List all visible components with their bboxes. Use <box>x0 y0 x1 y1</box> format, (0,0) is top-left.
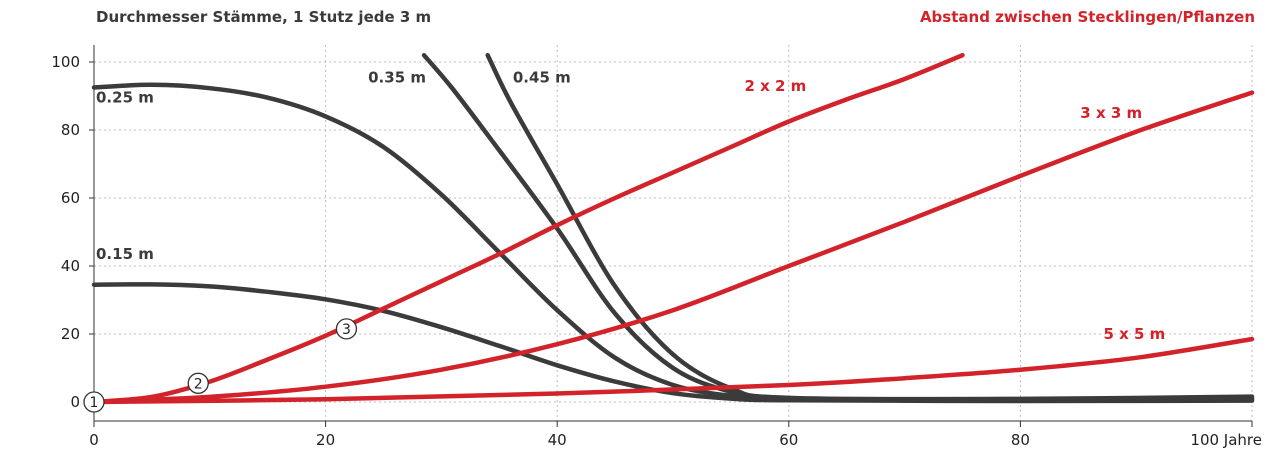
series-label: 5 x 5 m <box>1103 325 1165 343</box>
marker-circle <box>83 391 105 413</box>
series-label: 0.15 m <box>96 245 154 263</box>
label-layer: 0.25 m 0.15 m 0.35 m 0.45 m 2 x 2 m 3 x 3 m 5 … <box>96 68 1165 343</box>
series-line-5x5m <box>91 336 1255 405</box>
marker-layer: 1 2 3 <box>83 318 358 413</box>
y-tick-label: 60 <box>61 189 80 207</box>
series-label: 0.45 m <box>513 68 571 86</box>
marker-2: 2 <box>187 372 209 394</box>
y-tick-label: 40 <box>61 257 80 275</box>
series-line-2x2m <box>91 52 965 405</box>
y-tick-label: 20 <box>61 325 80 343</box>
x-tick-label: 60 <box>779 431 798 449</box>
chart-subtitle: Abstand zwischen Stecklingen/Pflanzen <box>919 8 1255 26</box>
axis-layer: 0 20 40 60 80 100 0 20 40 60 80 100 Jahre <box>51 45 1262 449</box>
series-label: 0.35 m <box>368 68 426 86</box>
x-tick-label: 100 Jahre <box>1190 431 1262 449</box>
chart-title: Durchmesser Stämme, 1 Stutz jede 3 m <box>96 8 432 26</box>
marker-circle <box>187 372 209 394</box>
series-label: 3 x 3 m <box>1080 104 1142 122</box>
series-layer <box>91 52 1255 405</box>
marker-1: 1 <box>83 391 105 413</box>
marker-label: 1 <box>90 395 99 411</box>
x-tick-label: 0 <box>89 431 99 449</box>
series-line-3x3m <box>91 90 1255 405</box>
series-label: 0.25 m <box>96 89 154 107</box>
marker-3: 3 <box>335 318 358 340</box>
y-tick-label: 80 <box>61 121 80 139</box>
y-tick-label: 100 <box>51 53 80 71</box>
x-tick-label: 40 <box>548 431 567 449</box>
x-tick-label: 20 <box>316 431 335 449</box>
y-tick-label: 0 <box>70 393 80 411</box>
marker-label: 3 <box>342 322 351 338</box>
marker-label: 2 <box>194 376 203 392</box>
series-line-0-45m <box>485 52 1255 402</box>
series-label: 2 x 2 m <box>744 77 806 95</box>
x-tick-label: 80 <box>1011 431 1030 449</box>
marker-circle <box>335 318 358 340</box>
